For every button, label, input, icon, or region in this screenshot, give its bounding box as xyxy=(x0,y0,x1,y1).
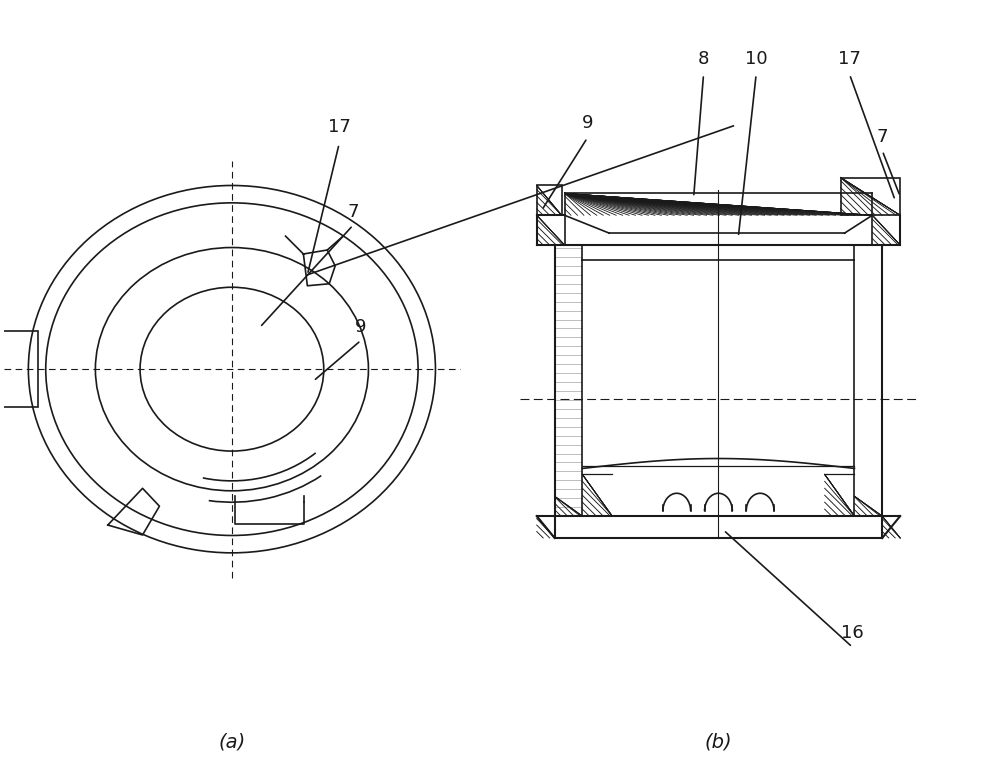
Text: 17: 17 xyxy=(328,118,351,136)
Text: 8: 8 xyxy=(698,50,709,68)
Bar xyxy=(841,177,900,216)
Text: 7: 7 xyxy=(877,128,888,146)
Text: (b): (b) xyxy=(705,732,732,751)
Bar xyxy=(537,186,562,216)
Text: (a): (a) xyxy=(218,732,246,751)
Bar xyxy=(0,332,38,407)
Text: 9: 9 xyxy=(582,114,593,132)
Text: 7: 7 xyxy=(347,203,359,221)
Text: 9: 9 xyxy=(355,318,367,336)
Text: 10: 10 xyxy=(745,50,767,68)
Text: 16: 16 xyxy=(841,624,864,642)
Text: 17: 17 xyxy=(838,50,861,68)
